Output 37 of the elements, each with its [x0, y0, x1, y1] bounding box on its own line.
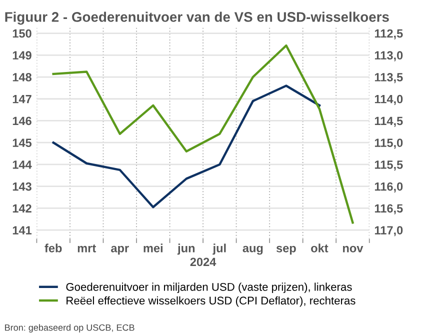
y2-tick-label: 113,0 — [374, 51, 403, 62]
y2-tick-label: 116,5 — [374, 204, 403, 214]
x-tick-label: feb — [44, 244, 62, 252]
y-tick-label: 141 — [12, 226, 32, 234]
x-tick-label: nov — [343, 246, 364, 252]
y-tick-label: 149 — [12, 51, 32, 60]
x-axis-title: 2024 — [190, 258, 216, 266]
x-tick-label: apr — [111, 246, 129, 255]
x-tick-label: jul — [212, 244, 226, 255]
y2-tick-label: 115,5 — [374, 160, 403, 171]
line-series — [52, 44, 354, 224]
y-tick-label: 150 — [12, 29, 32, 38]
y2-tick-label: 117,0 — [374, 226, 403, 236]
text: Bron: gebaseerd op USCB, ECB — [5, 324, 134, 333]
x-tick-label: okt — [311, 244, 328, 252]
y2-tick-label: 114,0 — [374, 94, 403, 105]
x-tick-label: aug — [242, 246, 263, 255]
y2-tick-label: 116,0 — [374, 182, 403, 192]
chart-title: Figuur 2 - Goederenuitvoer van de VS en USD-wisselkoers — [5, 12, 389, 25]
y2-tick-label: 114,5 — [374, 116, 403, 127]
y2-tick-label: 112,5 — [374, 29, 403, 40]
legend-label: Goederenuitvoer in miljarden USD (vaste prijzen), linkeras — [66, 282, 352, 294]
y-tick-label: 148 — [12, 73, 32, 82]
y-tick-label: 143 — [12, 182, 32, 191]
y-tick-label: 144 — [12, 160, 32, 169]
y-tick-label: 145 — [12, 138, 32, 147]
x-tick-label: sep — [276, 246, 296, 255]
line-series — [52, 84, 321, 208]
x-tick-label: mrt — [78, 244, 96, 252]
x-tick-label: jun — [177, 244, 195, 255]
legend-label: Reëel effectieve wisselkoers USD (CPI Deflator), rechteras — [66, 296, 356, 307]
y-tick-label: 147 — [12, 95, 32, 104]
y2-tick-label: 115,0 — [374, 138, 403, 149]
y-tick-label: 146 — [12, 116, 32, 126]
y2-tick-label: 113,5 — [374, 73, 403, 84]
x-tick-label: mei — [144, 244, 162, 252]
y-tick-label: 142 — [12, 204, 32, 212]
